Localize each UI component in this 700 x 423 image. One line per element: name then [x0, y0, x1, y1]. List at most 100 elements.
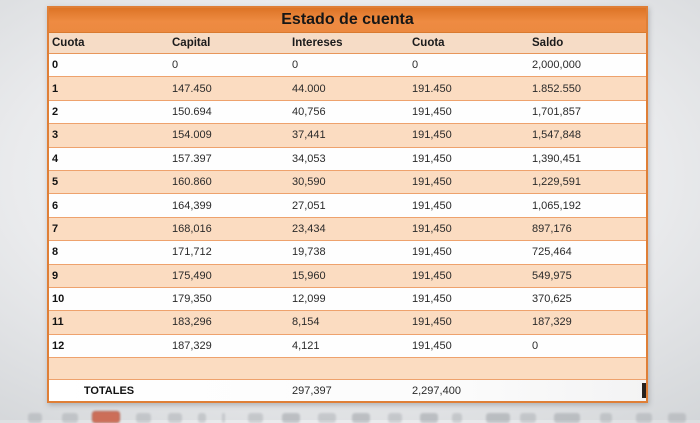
- column-header-cuota-2[interactable]: Cuota: [412, 37, 445, 49]
- table-cell[interactable]: 191,450: [412, 199, 452, 212]
- table-cell[interactable]: 12: [52, 339, 65, 352]
- table-row[interactable]: 2 150.694 40,756 191,450 1,701,857: [49, 100, 646, 125]
- table-row[interactable]: 9 175,490 15,960 191,450 549,975: [49, 264, 646, 288]
- totals-cuota-value[interactable]: 2,297,400: [412, 384, 461, 397]
- table-cell[interactable]: 191,450: [412, 222, 452, 235]
- table-cell[interactable]: 40,756: [292, 105, 326, 118]
- table-cell[interactable]: 1,229,591: [532, 176, 581, 189]
- table-cell[interactable]: [529, 380, 646, 401]
- table-title[interactable]: Estado de cuenta: [49, 8, 646, 33]
- table-row[interactable]: 3 154.009 37,441 191,450 1,547,848: [49, 124, 646, 148]
- table-cell[interactable]: 164,399: [172, 199, 212, 212]
- table-row[interactable]: 7 168,016 23,434 191,450 897,176: [49, 217, 646, 242]
- table-cell[interactable]: 0: [52, 59, 59, 72]
- table-row[interactable]: 6 164,399 27,051 191,450 1,065,192: [49, 194, 646, 218]
- table-row[interactable]: 0 0 0 0 2,000,000: [49, 54, 646, 78]
- table-cell[interactable]: 0: [172, 59, 179, 72]
- table-cell[interactable]: 19,738: [292, 246, 326, 259]
- table-cell[interactable]: 191,450: [412, 316, 452, 329]
- table-cell[interactable]: 191.450: [412, 82, 452, 95]
- selection-handle[interactable]: [642, 383, 646, 399]
- table-cell[interactable]: 191,450: [412, 293, 452, 306]
- table-cell[interactable]: 191,450: [412, 246, 452, 259]
- table-cell[interactable]: 175,490: [172, 269, 212, 282]
- table-cell[interactable]: 15,960: [292, 269, 326, 282]
- table-cell[interactable]: 8,154: [292, 316, 320, 329]
- table-cell[interactable]: 2,000,000: [532, 59, 581, 72]
- table-row[interactable]: 10 179,350 12,099 191,450 370,625: [49, 287, 646, 312]
- table-cell[interactable]: 191,450: [412, 176, 452, 189]
- table-cell[interactable]: 37,441: [292, 129, 326, 142]
- table-cell[interactable]: 154.009: [172, 129, 212, 142]
- table-cell[interactable]: 725,464: [532, 246, 572, 259]
- table-cell[interactable]: 171,712: [172, 246, 212, 259]
- table-cell[interactable]: 12,099: [292, 293, 326, 306]
- table-cell[interactable]: 7: [52, 222, 59, 235]
- table-cell[interactable]: 150.694: [172, 105, 212, 118]
- totals-intereses-value[interactable]: 297,397: [292, 384, 332, 397]
- table-cell[interactable]: 191,450: [412, 152, 452, 165]
- table-cell[interactable]: 1.852.550: [532, 82, 581, 95]
- table-cell[interactable]: 1: [52, 82, 59, 95]
- totals-label: TOTALES: [83, 384, 135, 397]
- column-header-saldo[interactable]: Saldo: [532, 37, 564, 49]
- table-cell[interactable]: 9: [52, 269, 59, 282]
- table-cell[interactable]: 147.450: [172, 82, 212, 95]
- table-cell[interactable]: [289, 358, 409, 379]
- column-header-cuota-1[interactable]: Cuota: [52, 37, 85, 49]
- table-cell[interactable]: 157.397: [172, 152, 212, 165]
- table-cell[interactable]: 6: [52, 199, 59, 212]
- table-cell[interactable]: 160.860: [172, 176, 212, 189]
- table-cell[interactable]: 187,329: [172, 339, 212, 352]
- table-row[interactable]: 11 183,296 8,154 191,450 187,329: [49, 311, 646, 335]
- table-cell[interactable]: 27,051: [292, 199, 326, 212]
- table-cell[interactable]: 1,701,857: [532, 105, 581, 118]
- table-cell[interactable]: 897,176: [532, 222, 572, 235]
- table-cell[interactable]: 191,450: [412, 105, 452, 118]
- table-cell[interactable]: [169, 380, 289, 401]
- table-row[interactable]: 5 160.860 30,590 191,450 1,229,591: [49, 170, 646, 195]
- table-cell[interactable]: 34,053: [292, 152, 326, 165]
- table-cell[interactable]: 10: [52, 293, 65, 306]
- blurred-icon: [668, 413, 686, 423]
- table-cell[interactable]: 1,390,451: [532, 152, 581, 165]
- blurred-icon: [282, 413, 300, 423]
- table-cell[interactable]: [49, 358, 169, 379]
- table-cell[interactable]: 179,350: [172, 293, 212, 306]
- table-cell[interactable]: 0: [532, 339, 539, 352]
- table-cell[interactable]: 187,329: [532, 316, 572, 329]
- blurred-icon: [600, 413, 612, 423]
- table-row[interactable]: 4 157.397 34,053 191,450 1,390,451: [49, 147, 646, 171]
- table-cell[interactable]: 30,590: [292, 176, 326, 189]
- table-cell[interactable]: 191,450: [412, 129, 452, 142]
- table-cell[interactable]: 370,625: [532, 293, 572, 306]
- table-cell[interactable]: 1,547,848: [532, 129, 581, 142]
- blurred-icon: [520, 413, 536, 423]
- table-cell[interactable]: 2: [52, 105, 59, 118]
- table-cell[interactable]: 168,016: [172, 222, 212, 235]
- column-header-intereses[interactable]: Intereses: [292, 37, 343, 49]
- table-cell[interactable]: 23,434: [292, 222, 326, 235]
- table-cell[interactable]: 191,450: [412, 269, 452, 282]
- table-cell[interactable]: 3: [52, 129, 59, 142]
- table-cell[interactable]: 11: [52, 316, 64, 329]
- table-row[interactable]: 12 187,329 4,121 191,450 0: [49, 334, 646, 359]
- table-cell[interactable]: 183,296: [172, 316, 212, 329]
- table-cell[interactable]: [409, 358, 529, 379]
- table-cell[interactable]: [169, 358, 289, 379]
- table-cell[interactable]: 4: [52, 152, 59, 165]
- table-cell[interactable]: 0: [292, 59, 299, 72]
- table-row[interactable]: 8 171,712 19,738 191,450 725,464: [49, 241, 646, 265]
- table-cell[interactable]: 191,450: [412, 339, 452, 352]
- table-cell[interactable]: 5: [52, 176, 59, 189]
- table-cell[interactable]: 8: [52, 246, 59, 259]
- table-cell[interactable]: [529, 358, 646, 379]
- table-cell[interactable]: 0: [412, 59, 419, 72]
- table-cell[interactable]: 1,065,192: [532, 199, 581, 212]
- table-cell[interactable]: 4,121: [292, 339, 320, 352]
- table-cell[interactable]: 549,975: [532, 269, 572, 282]
- table-cell[interactable]: 44.000: [292, 82, 326, 95]
- column-header-capital[interactable]: Capital: [172, 37, 211, 49]
- table-row[interactable]: 1 147.450 44.000 191.450 1.852.550: [49, 77, 646, 101]
- empty-row[interactable]: [49, 358, 646, 381]
